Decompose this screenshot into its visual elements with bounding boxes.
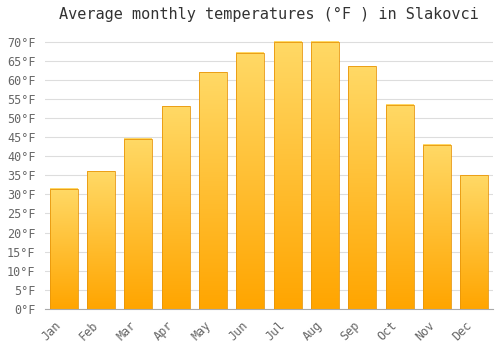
Bar: [423, 145, 451, 309]
Bar: [311, 42, 339, 309]
Bar: [162, 106, 190, 309]
Bar: [386, 105, 413, 309]
Bar: [50, 189, 78, 309]
Bar: [348, 66, 376, 309]
Bar: [87, 172, 115, 309]
Bar: [274, 42, 302, 309]
Bar: [199, 72, 227, 309]
Bar: [236, 53, 264, 309]
Title: Average monthly temperatures (°F ) in Slakovci: Average monthly temperatures (°F ) in Sl…: [59, 7, 479, 22]
Bar: [460, 175, 488, 309]
Bar: [124, 139, 152, 309]
